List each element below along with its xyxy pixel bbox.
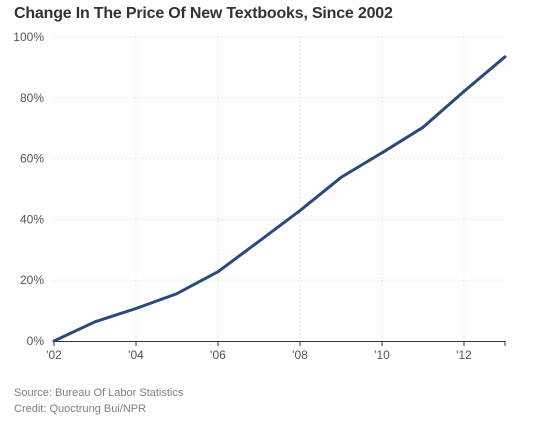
- gridlines: [54, 36, 505, 341]
- y-tick-label: 20%: [20, 273, 44, 287]
- x-tick-label: '10: [374, 348, 390, 362]
- y-axis: 0% 20% 40% 60% 80% 100%: [13, 30, 44, 348]
- series: [52, 55, 507, 343]
- x-tick-label: '08: [292, 348, 308, 362]
- chart-title: Change In The Price Of New Textbooks, Si…: [14, 5, 393, 22]
- y-tick-label: 0%: [27, 334, 45, 348]
- y-tick-label: 80%: [20, 91, 44, 105]
- data-point: [94, 321, 96, 323]
- series-line: [52, 55, 507, 343]
- data-point: [422, 126, 424, 128]
- x-tick-label: '04: [128, 348, 144, 362]
- data-point: [299, 210, 301, 212]
- data-point: [463, 90, 465, 92]
- y-tick-label: 40%: [20, 212, 44, 226]
- data-point: [340, 176, 342, 178]
- y-tick-label: 60%: [20, 152, 44, 166]
- source-note: Source: Bureau Of Labor Statistics: [14, 387, 184, 399]
- y-tick-label: 100%: [13, 30, 44, 44]
- x-axis: '02 '04 '06 '08 '10 '12: [46, 341, 506, 362]
- data-point: [381, 152, 383, 154]
- data-point: [135, 307, 137, 309]
- x-tick-label: '06: [210, 348, 226, 362]
- x-tick-label: '02: [46, 348, 62, 362]
- data-point: [53, 340, 55, 342]
- data-point: [504, 56, 506, 58]
- data-point: [176, 293, 178, 295]
- x-tick-label: '12: [456, 348, 472, 362]
- data-point: [217, 271, 219, 273]
- data-point: [258, 240, 260, 242]
- credit-note: Credit: Quoctrung Bui/NPR: [14, 403, 147, 415]
